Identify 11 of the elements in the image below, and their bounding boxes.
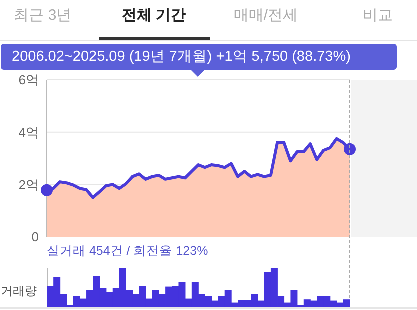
text: 최근 3년 [13, 6, 73, 25]
text: 전체 기간 [120, 6, 188, 25]
y-tick-label: 6억 [18, 72, 39, 88]
text: 2006.02~2025.09 (19년 7개월) +1억 5,750 (88.73%) [1, 44, 397, 70]
text: 매매/전세 [232, 6, 300, 25]
text: 비교 [362, 6, 394, 25]
y-tick-label: 2억 [18, 177, 39, 192]
y-axis-title: 거래량 [1, 283, 37, 300]
text: 실거래 454건 / 회전율 123% [47, 243, 208, 260]
y-tick-label: 4억 [18, 124, 39, 140]
y-tick-label: 0 [32, 230, 39, 245]
